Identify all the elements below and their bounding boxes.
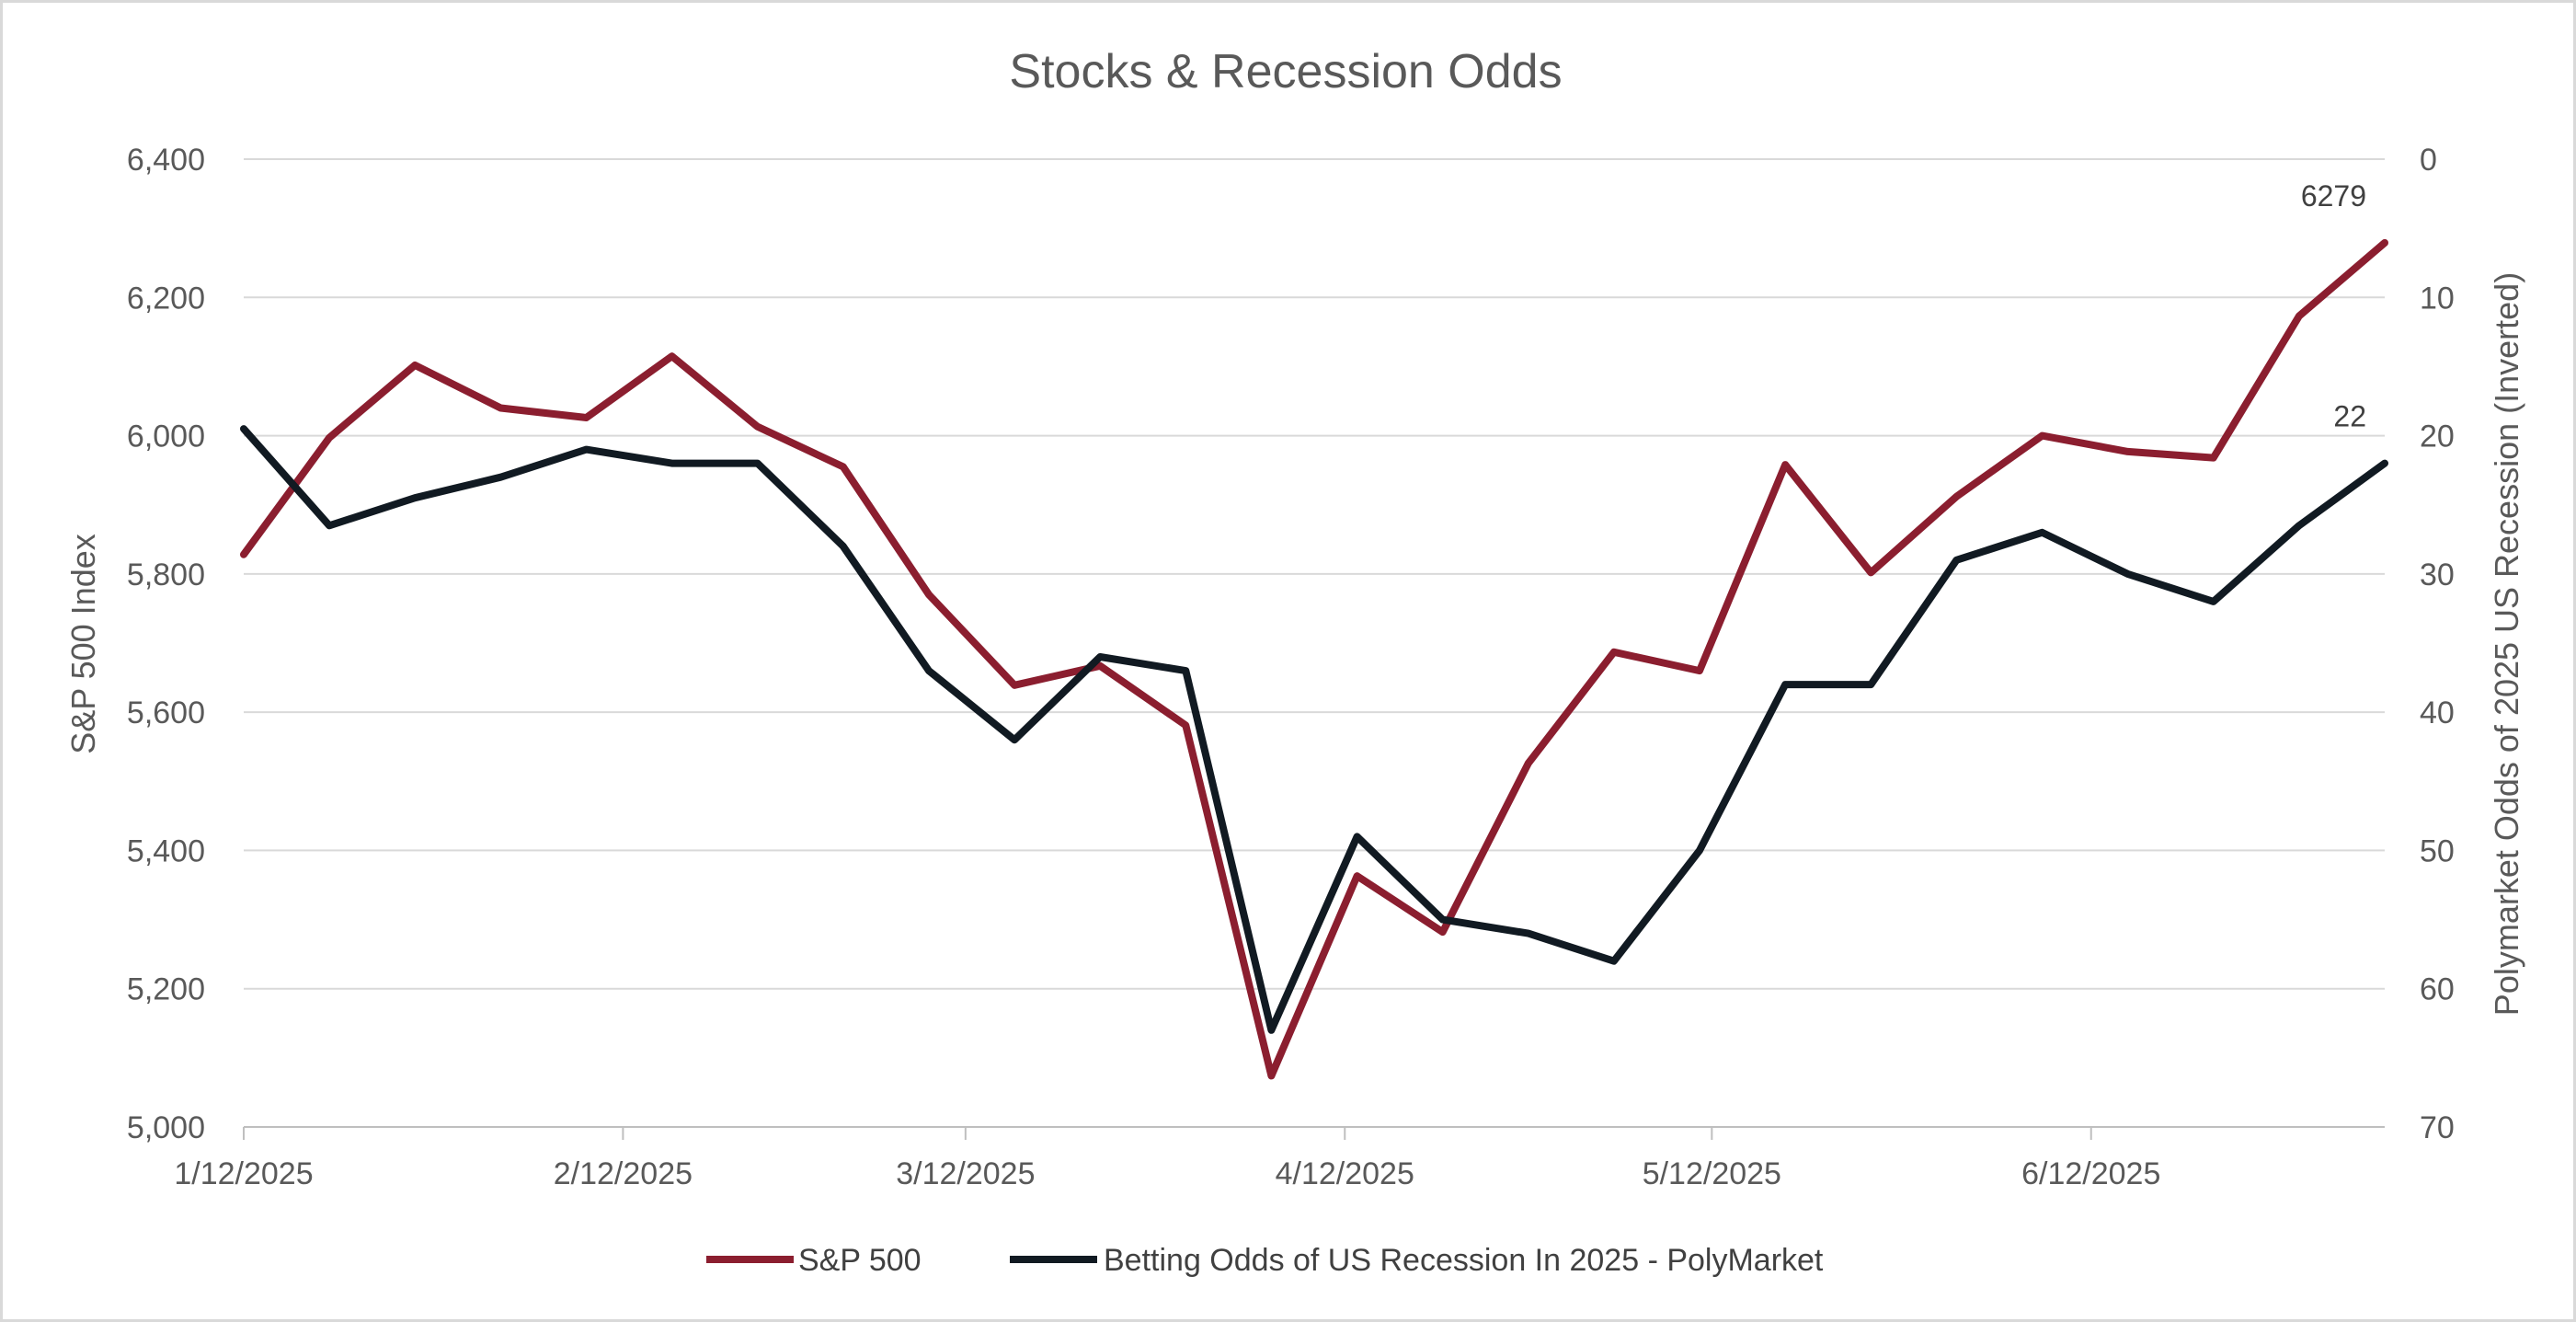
left-axis-label: S&P 500 Index (64, 534, 102, 754)
data-label-polymarket-last: 22 (2333, 400, 2366, 433)
legend-label-sp500: S&P 500 (798, 1243, 922, 1278)
right-axis-ticks: 0 10 20 30 40 50 60 70 (2420, 143, 2455, 1145)
x-axis-ticks: 1/12/2025 2/12/2025 3/12/2025 4/12/2025 5/12… (174, 1127, 2160, 1191)
x-tick-label: 5/12/2025 (1643, 1156, 1781, 1191)
series-lines (240, 238, 2388, 1080)
series-line-polymarket (240, 425, 2388, 1034)
x-tick-label: 1/12/2025 (174, 1156, 313, 1191)
left-tick-label: 5,200 (127, 972, 205, 1007)
left-tick-label: 5,000 (127, 1110, 205, 1145)
left-tick-label: 5,600 (127, 695, 205, 730)
line-chart: Stocks & Recession Odds 5,0005,2005,4005… (64, 45, 2525, 1278)
x-tick-label: 4/12/2025 (1276, 1156, 1414, 1191)
gridlines (244, 158, 2385, 1128)
left-tick-label: 5,400 (127, 833, 205, 868)
right-tick-label: 70 (2420, 1110, 2455, 1145)
x-tick-label: 3/12/2025 (896, 1156, 1035, 1191)
left-tick-label: 5,800 (127, 558, 205, 592)
x-tick-label: 2/12/2025 (554, 1156, 693, 1191)
left-tick-label: 6,000 (127, 420, 205, 454)
right-tick-label: 0 (2420, 143, 2437, 178)
left-tick-label: 6,400 (127, 143, 205, 178)
chart-title: Stocks & Recession Odds (1009, 45, 1562, 98)
data-labels: 6279 22 (2301, 179, 2366, 433)
right-tick-label: 30 (2420, 558, 2455, 592)
right-axis-label: Polymarket Odds of 2025 US Recession (In… (2488, 272, 2525, 1016)
series-line-sp500 (240, 238, 2388, 1080)
chart-legend: S&P 500 Betting Odds of US Recession In … (706, 1243, 1824, 1278)
right-tick-label: 50 (2420, 833, 2455, 868)
left-axis-ticks: 5,000 5,200 5,400 5,600 5,800 6,000 6,200 6,400 (127, 143, 205, 1145)
x-tick-label: 6/12/2025 (2021, 1156, 2160, 1191)
right-tick-label: 40 (2420, 695, 2455, 730)
legend-label-polymarket: Betting Odds of US Recession In 2025 - P… (1104, 1243, 1824, 1278)
left-tick-label: 6,200 (127, 281, 205, 316)
right-tick-label: 60 (2420, 972, 2455, 1007)
data-label-sp500-last: 6279 (2301, 179, 2366, 213)
right-tick-label: 20 (2420, 420, 2455, 454)
right-tick-label: 10 (2420, 281, 2455, 316)
